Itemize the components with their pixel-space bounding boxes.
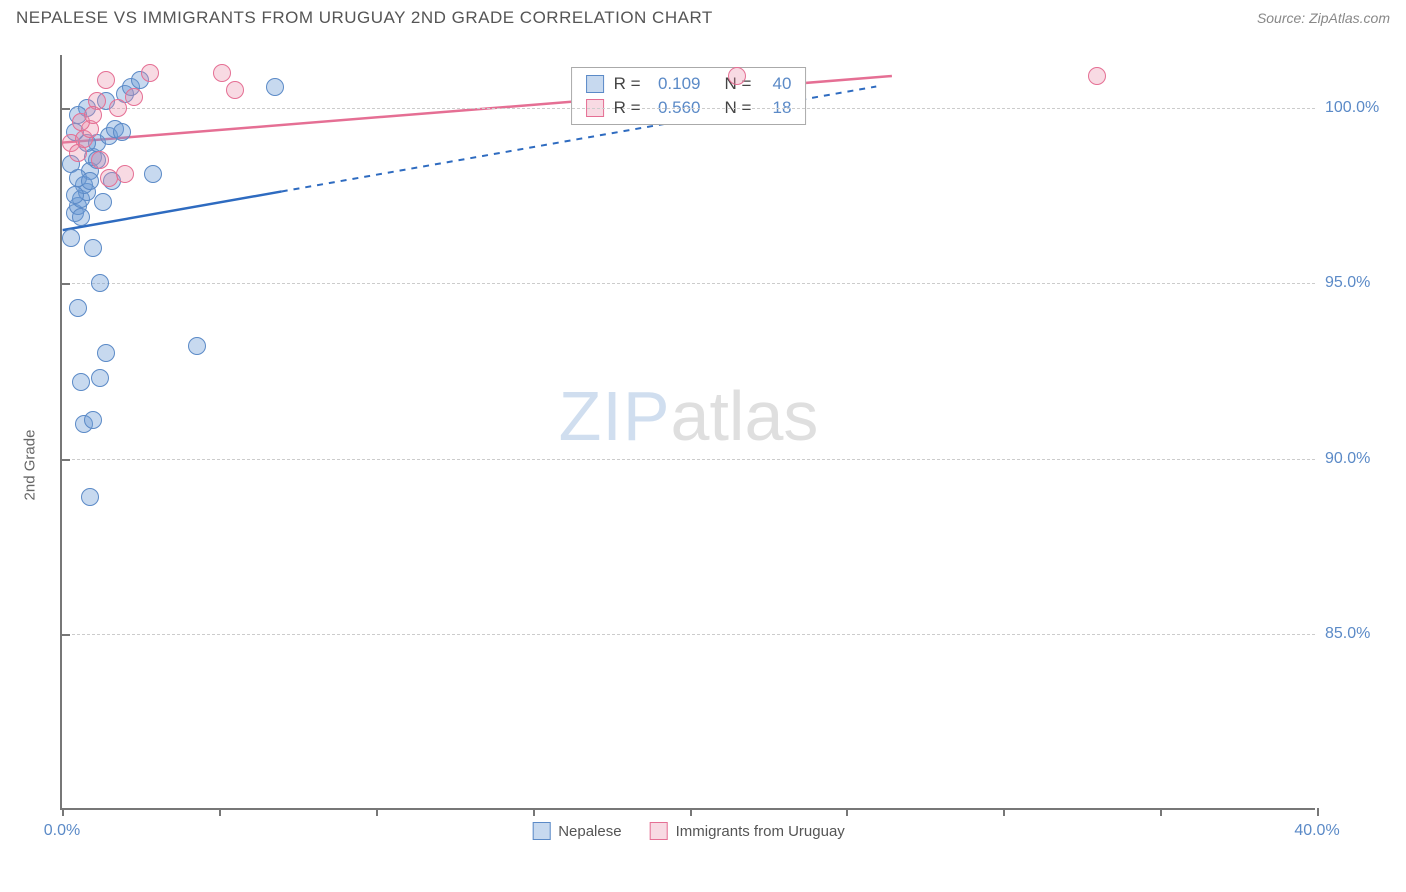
tick-x: [1160, 808, 1162, 816]
r-value: 0.109: [651, 74, 701, 94]
legend-label: Immigrants from Uruguay: [676, 823, 845, 840]
gridline-h: [62, 108, 1315, 109]
watermark-atlas: atlas: [671, 377, 819, 455]
stats-row: R =0.109N =40: [586, 72, 792, 96]
tick-y: [62, 459, 70, 461]
tick-x: [1317, 808, 1319, 816]
header: NEPALESE VS IMMIGRANTS FROM URUGUAY 2ND …: [0, 0, 1406, 32]
data-point-blue: [84, 411, 102, 429]
data-point-blue: [69, 299, 87, 317]
gridline-h: [62, 283, 1315, 284]
data-point-blue: [81, 172, 99, 190]
y-tick-label: 100.0%: [1325, 99, 1385, 117]
tick-x: [376, 808, 378, 816]
data-point-blue: [144, 165, 162, 183]
swatch-blue: [532, 822, 550, 840]
trend-lines-layer: [62, 55, 1315, 808]
chart-container: 2nd Grade ZIPatlas R =0.109N =40R =0.560…: [50, 45, 1390, 885]
watermark: ZIPatlas: [559, 376, 819, 456]
data-point-blue: [72, 208, 90, 226]
source-label: Source: ZipAtlas.com: [1257, 10, 1390, 26]
plot-area: ZIPatlas R =0.109N =40R =0.560N =18 Nepa…: [60, 55, 1315, 810]
data-point-pink: [84, 106, 102, 124]
chart-title: NEPALESE VS IMMIGRANTS FROM URUGUAY 2ND …: [16, 8, 713, 28]
gridline-h: [62, 459, 1315, 460]
legend-label: Nepalese: [558, 823, 621, 840]
data-point-blue: [188, 337, 206, 355]
tick-x: [533, 808, 535, 816]
y-tick-label: 90.0%: [1325, 450, 1385, 468]
data-point-pink: [109, 99, 127, 117]
data-point-pink: [116, 165, 134, 183]
data-point-blue: [266, 78, 284, 96]
tick-x: [219, 808, 221, 816]
r-label: R =: [614, 74, 641, 94]
gridline-h: [62, 634, 1315, 635]
y-tick-label: 85.0%: [1325, 625, 1385, 643]
tick-y: [62, 283, 70, 285]
data-point-blue: [84, 239, 102, 257]
data-point-pink: [141, 64, 159, 82]
data-point-blue: [62, 229, 80, 247]
stats-box: R =0.109N =40R =0.560N =18: [571, 67, 807, 125]
data-point-pink: [226, 81, 244, 99]
data-point-pink: [728, 67, 746, 85]
tick-x: [1003, 808, 1005, 816]
data-point-blue: [81, 488, 99, 506]
x-tick-label: 40.0%: [1294, 822, 1339, 840]
data-point-pink: [91, 151, 109, 169]
data-point-blue: [66, 186, 84, 204]
n-value: 40: [761, 74, 791, 94]
tick-x: [62, 808, 64, 816]
swatch-pink: [650, 822, 668, 840]
x-tick-label: 0.0%: [44, 822, 80, 840]
swatch-blue: [586, 75, 604, 93]
data-point-blue: [113, 123, 131, 141]
data-point-pink: [97, 71, 115, 89]
data-point-blue: [94, 193, 112, 211]
y-axis-label: 2nd Grade: [22, 430, 39, 501]
tick-y: [62, 634, 70, 636]
data-point-blue: [97, 344, 115, 362]
data-point-blue: [72, 373, 90, 391]
tick-x: [846, 808, 848, 816]
data-point-pink: [213, 64, 231, 82]
tick-x: [690, 808, 692, 816]
legend-item: Nepalese: [532, 822, 621, 840]
legend-item: Immigrants from Uruguay: [650, 822, 845, 840]
data-point-blue: [91, 274, 109, 292]
data-point-pink: [1088, 67, 1106, 85]
legend-bottom: Nepalese Immigrants from Uruguay: [532, 822, 845, 840]
watermark-zip: ZIP: [559, 377, 671, 455]
y-tick-label: 95.0%: [1325, 274, 1385, 292]
data-point-pink: [125, 88, 143, 106]
data-point-blue: [91, 369, 109, 387]
